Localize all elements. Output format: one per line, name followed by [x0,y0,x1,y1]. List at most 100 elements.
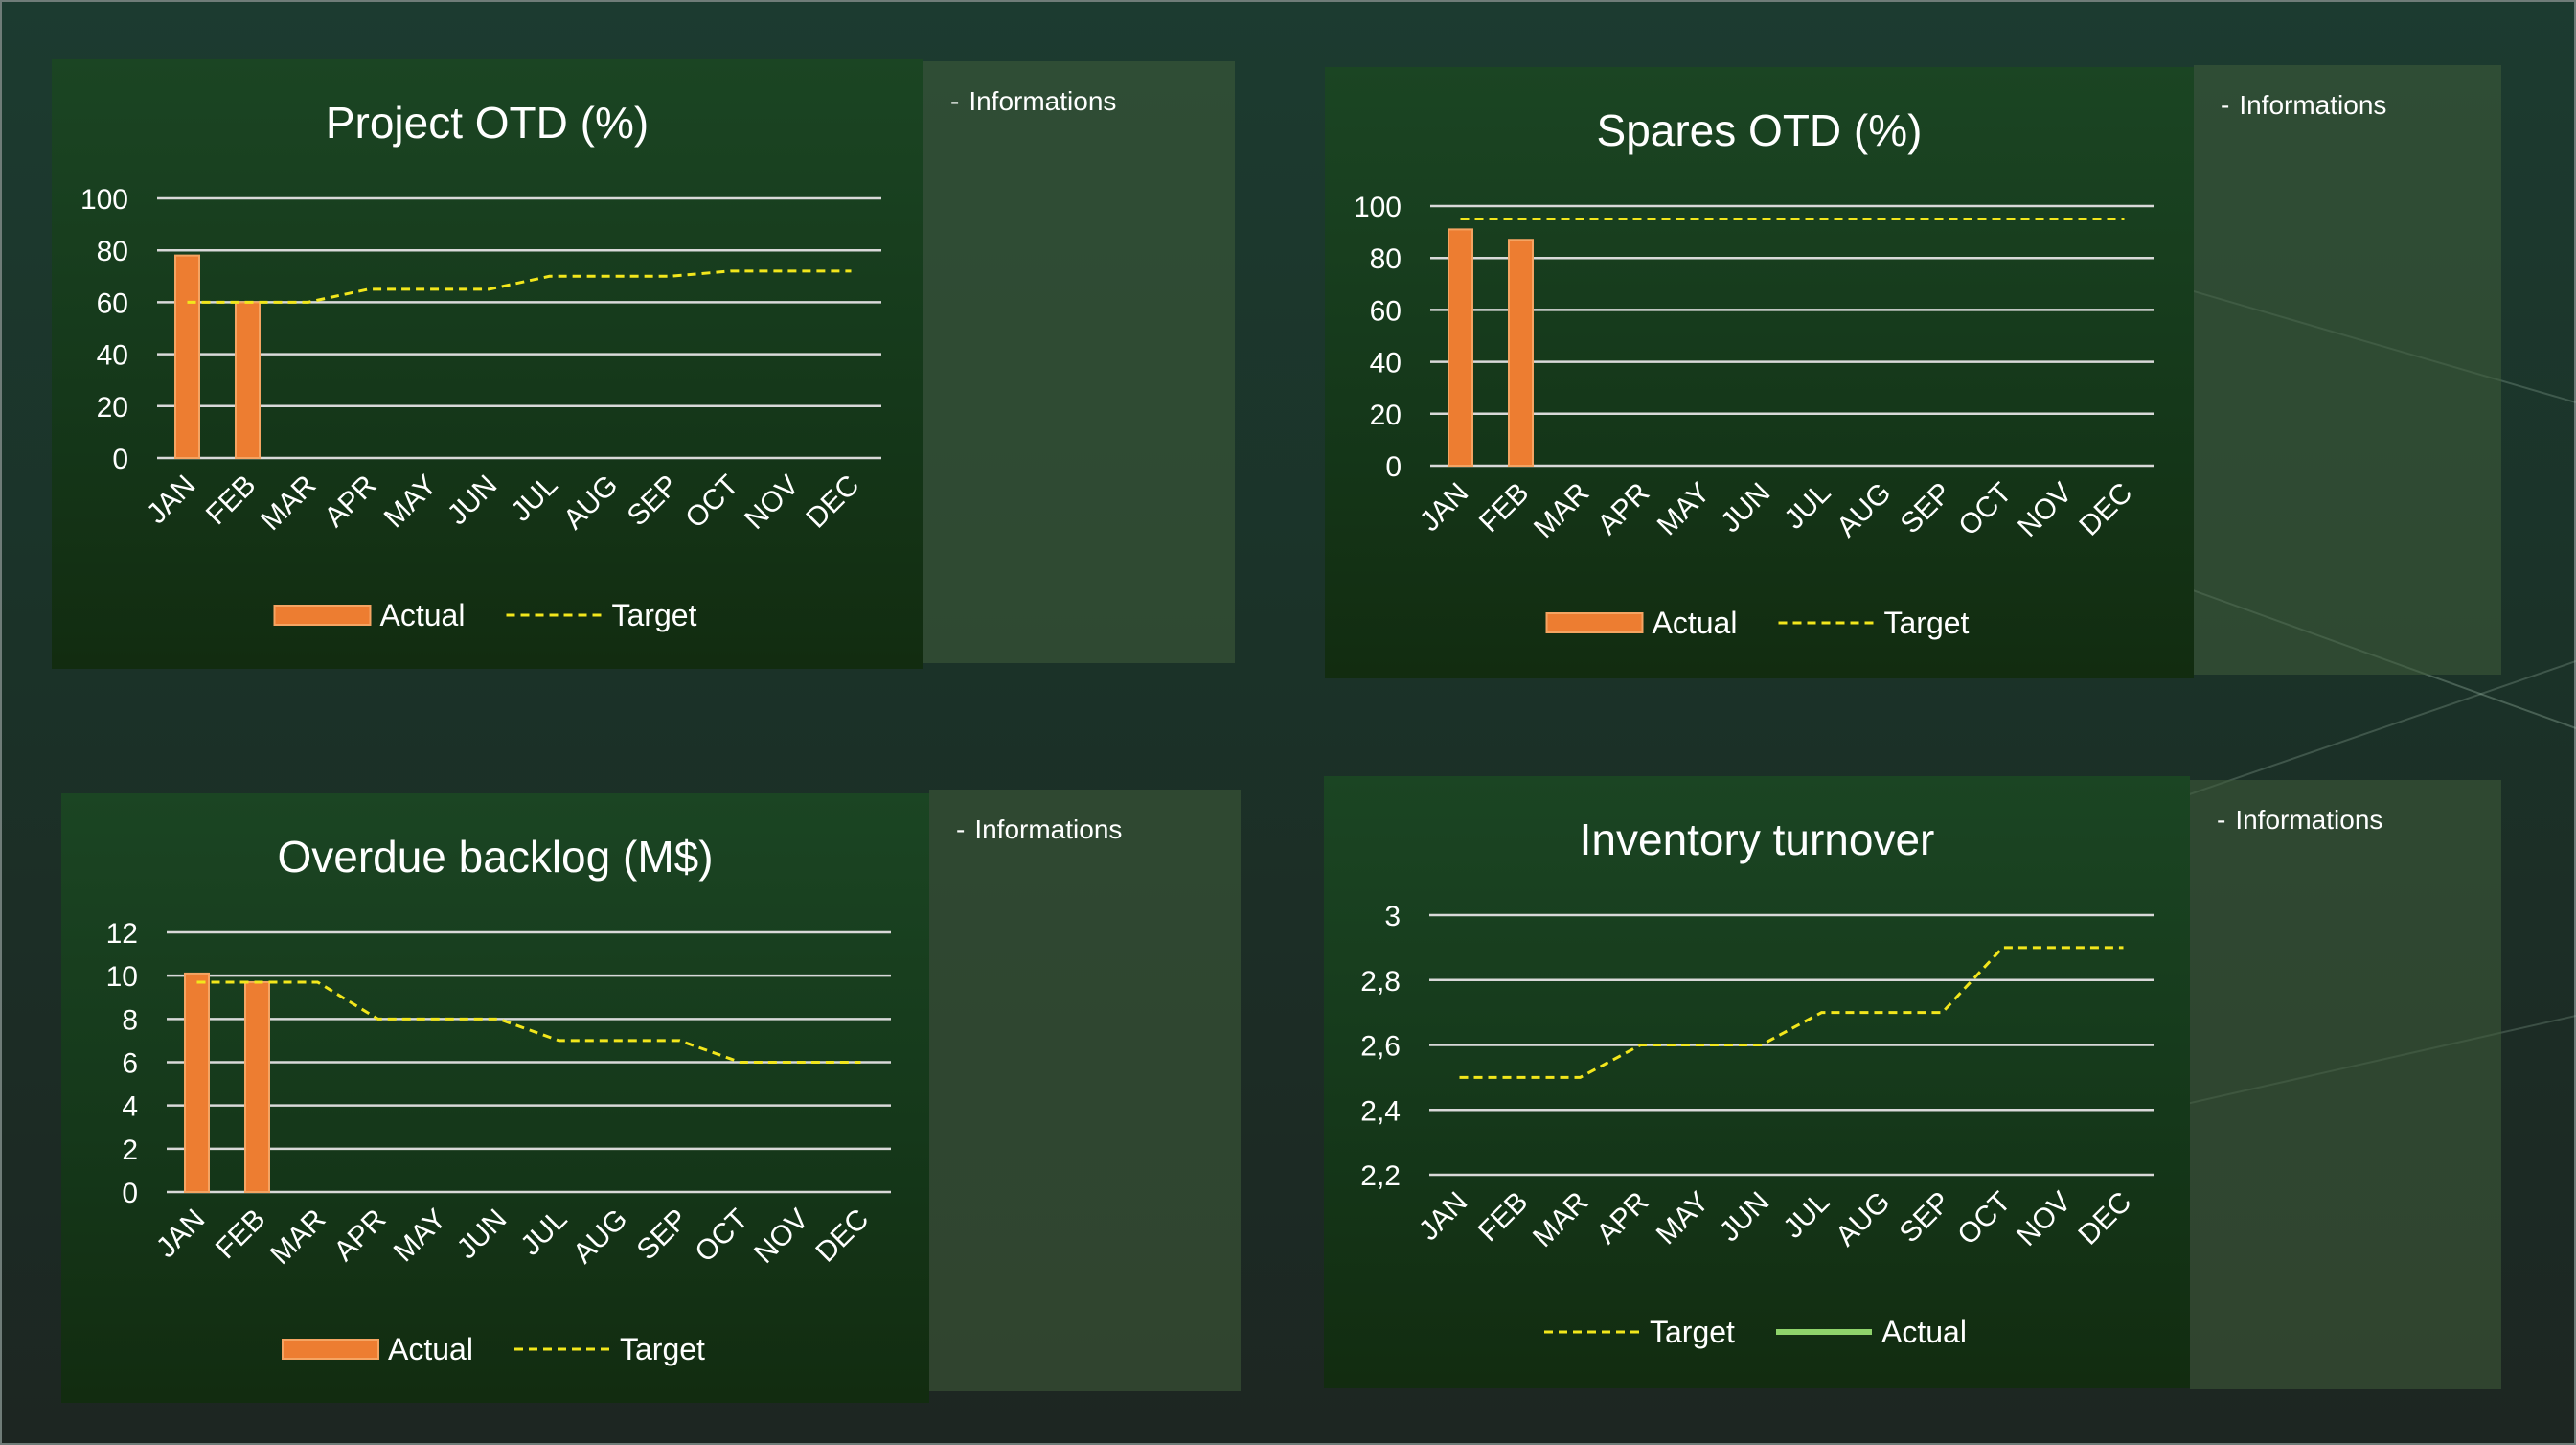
y-tick-label: 2 [122,1135,138,1166]
y-tick-label: 100 [80,184,128,216]
bar-actual [184,972,210,1193]
x-tick-label: AUG [558,470,624,536]
x-tick-label: SEP [1894,1186,1957,1250]
x-tick-label: APR [1591,477,1655,541]
project-otd-info-label: - Informations [950,86,1117,116]
x-tick-label: FEB [210,1204,272,1266]
legend-swatch-actual [1545,612,1644,633]
bar-actual [235,301,261,459]
x-tick-label: FEB [200,470,262,532]
x-tick-label: JUL [1778,477,1836,536]
x-tick-label: OCT [689,1204,754,1269]
y-tick-label: 0 [112,444,128,475]
x-tick-label: MAY [1651,1186,1716,1251]
legend-label-target: Target [620,1332,705,1366]
bar-actual [174,254,200,459]
spares-otd-chart-panel: Spares OTD (%) 0 20 40 60 80 100 JAN FEB MAR APR MA… [1325,67,2194,678]
overdue-backlog-info-panel: - Informations [929,790,1241,1391]
y-tick-label: 0 [122,1178,138,1209]
x-tick-label: SEP [631,1204,695,1267]
project-otd-info-panel: - Informations [923,61,1235,663]
project-otd-chart: Project OTD (%) 0 20 40 60 80 100 JANFEBMARAPRM… [80,98,881,632]
x-tick-label: MAR [1528,477,1595,544]
line-target [1459,946,2124,1079]
x-tick-label: DEC [2073,477,2138,542]
legend-label-target: Target [1884,606,1970,640]
x-tick-label: DEC [800,470,865,535]
legend-label-actual: Actual [1881,1315,1967,1349]
x-tick-label: FEB [1473,477,1536,539]
x-tick-label: OCT [1952,477,2017,542]
x-tick-label: MAR [264,1204,331,1271]
x-tick-label: NOV [748,1204,814,1270]
x-tick-label: JUN [1714,1186,1776,1249]
inventory-turnover-info-panel: - Informations [2190,780,2501,1389]
x-tick-label: DEC [2072,1186,2137,1251]
y-tick-label: 40 [97,340,128,372]
x-tick-label: JUN [1715,477,1777,539]
x-tick-label: JAN [1413,1186,1473,1247]
y-tick-label: 0 [1385,451,1402,483]
legend-swatch-actual [282,1339,379,1360]
x-tick-label: OCT [1951,1186,2017,1251]
spares-otd-info-label: - Informations [2221,90,2387,120]
inventory-turnover-chart-panel: Inventory turnover 2,2 2,4 2,6 2,8 3 JAN FEB MAR… [1324,776,2190,1388]
y-tick-label: 60 [1370,295,1402,327]
spares-otd-chart: Spares OTD (%) 0 20 40 60 80 100 JANFEBMARAPRMA… [1354,105,2154,640]
y-tick-label: 20 [97,392,128,424]
x-tick-label: NOV [2012,477,2078,543]
y-tick-label: 80 [1370,243,1402,275]
x-tick-label: SEP [622,470,685,533]
x-tick-label: MAR [255,470,322,537]
project-otd-chart-panel: Project OTD (%) 0 20 40 60 80 100 JAN FEB MAR APR M… [52,59,923,669]
y-tick-label: 20 [1370,400,1402,431]
chart-title: Project OTD (%) [326,98,649,148]
x-tick-label: JAN [1414,477,1474,538]
legend-swatch-actual [273,605,372,626]
x-tick-label: AUG [567,1204,633,1270]
legend-label-target: Target [1650,1315,1735,1349]
x-tick-label: JUN [451,1204,513,1266]
x-tick-label: DEC [809,1204,875,1269]
chart-title: Spares OTD (%) [1597,105,1923,155]
x-tick-label: NOV [2011,1186,2077,1252]
y-tick-label: 2,8 [1360,966,1401,998]
y-tick-label: 8 [122,1004,138,1036]
x-tick-label: MAY [388,1204,453,1269]
x-tick-label: MAR [1527,1186,1594,1253]
x-tick-label: MAY [378,470,444,535]
bar-actual [1448,228,1473,467]
legend-label-actual: Actual [1653,606,1738,640]
y-tick-label: 100 [1354,192,1402,223]
x-tick-label: JUL [505,470,563,528]
y-tick-label: 2,2 [1360,1160,1401,1192]
overdue-backlog-chart-panel: Overdue backlog (M$) 0 2 4 6 8 10 12 JAN FEB MAR AP… [61,793,929,1403]
inventory-turnover-chart: Inventory turnover 2,2 2,4 2,6 2,8 3 JANFEBMAR… [1360,814,2154,1349]
line-target [187,269,852,304]
legend-label-actual: Actual [388,1332,473,1366]
x-tick-label: SEP [1895,477,1958,540]
y-tick-label: 4 [122,1091,138,1123]
x-tick-label: JUN [442,470,504,532]
x-tick-label: JAN [141,470,201,530]
x-tick-label: FEB [1472,1186,1535,1249]
y-tick-label: 80 [97,236,128,267]
x-tick-label: MAY [1652,477,1717,542]
legend-label-target: Target [612,598,697,632]
y-tick-label: 40 [1370,348,1402,379]
x-tick-label: JUL [1777,1186,1835,1245]
y-tick-label: 12 [106,918,138,950]
x-tick-label: AUG [1830,1186,1896,1252]
line-target [196,980,861,1064]
x-tick-label: APR [1590,1186,1654,1250]
overdue-backlog-chart: Overdue backlog (M$) 0 2 4 6 8 10 12 JANFEBMARAP… [106,832,891,1366]
legend-label-actual: Actual [380,598,466,632]
inventory-turnover-info-label: - Informations [2217,805,2383,835]
x-tick-label: JUL [514,1204,573,1262]
y-tick-label: 60 [97,287,128,319]
y-tick-label: 3 [1384,901,1401,932]
spares-otd-info-panel: - Informations [2194,65,2501,675]
x-tick-label: JAN [150,1204,211,1264]
chart-title: Inventory turnover [1580,814,1935,864]
